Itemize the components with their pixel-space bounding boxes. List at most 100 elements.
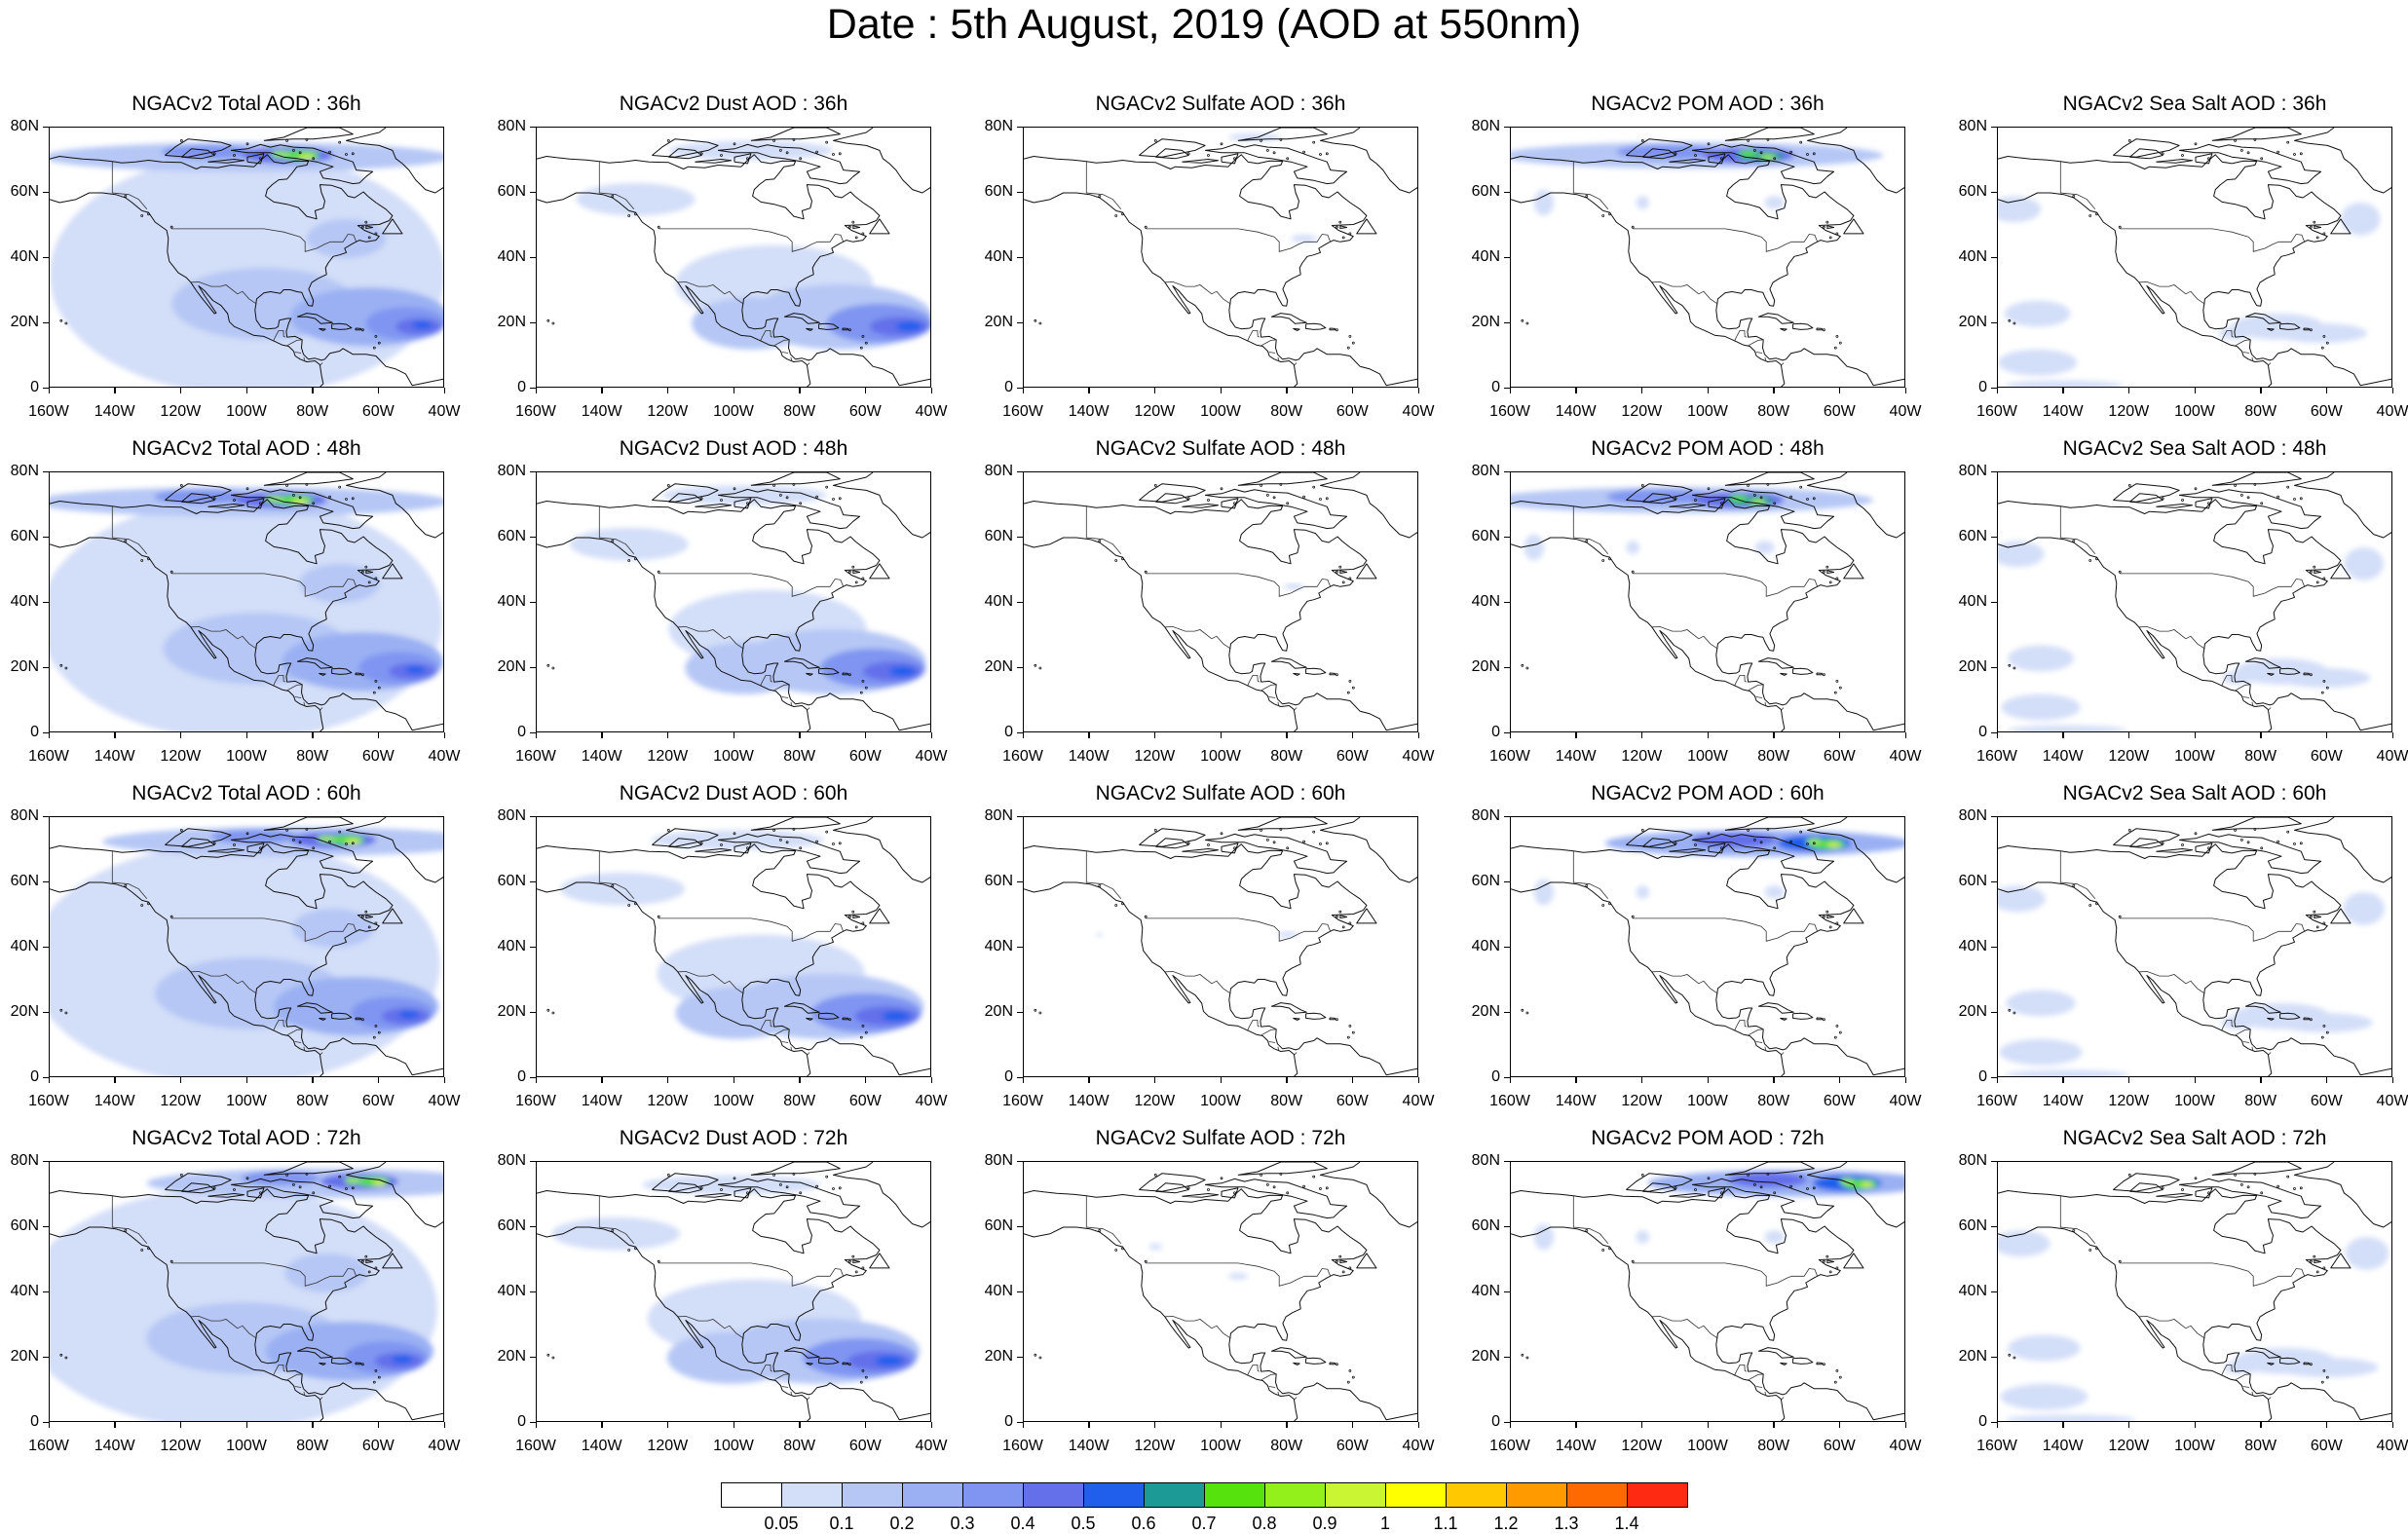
island-speck: [1325, 497, 1329, 501]
lon-label: 80W: [783, 1093, 816, 1109]
coastline: [2294, 817, 2391, 883]
island-speck: [1351, 686, 1355, 690]
country-border: [2221, 1019, 2235, 1031]
coastline: [2294, 1162, 2391, 1228]
lat-label: 0: [1004, 379, 1013, 395]
lat-tick: [1504, 321, 1510, 323]
lon-tick: [1088, 1422, 1090, 1428]
island-speck: [815, 150, 819, 154]
coastline: [1998, 843, 2391, 1076]
colorbar-swatch: [1506, 1482, 1567, 1508]
lat-tick: [1504, 1076, 1510, 1078]
lat-label: 20N: [984, 1003, 1013, 1020]
lon-label: 160W: [1489, 1438, 1530, 1454]
island-speck: [1207, 154, 1210, 157]
lon-tick: [1417, 732, 1419, 738]
lat-tick: [43, 256, 49, 258]
island-speck: [746, 502, 749, 505]
island-speck: [1319, 498, 1322, 501]
coastline: [1221, 842, 1239, 854]
country-border: [1294, 1052, 1298, 1056]
aerosol-region: [668, 140, 834, 161]
country-border: [1633, 1262, 1819, 1287]
aod-map: [1024, 472, 1417, 731]
island-speck: [1812, 497, 1816, 501]
lat-label: 80N: [1471, 1152, 1500, 1169]
coastline: [1154, 838, 1189, 849]
lat-tick: [1504, 1011, 1510, 1013]
coastline: [842, 672, 848, 676]
lon-label: 140W: [94, 1438, 135, 1454]
aerosol-region: [291, 908, 375, 948]
island-speck: [2286, 830, 2290, 834]
island-speck: [1220, 142, 1223, 146]
aerosol-region: [642, 1175, 820, 1195]
lat-label: 20N: [10, 1003, 39, 1020]
island-speck: [1265, 493, 1269, 497]
lon-tick: [48, 1077, 50, 1083]
coastline: [1641, 148, 1676, 160]
lon-label: 120W: [647, 403, 689, 420]
aerosol-region: [1524, 534, 1544, 561]
aerosol-region: [2275, 323, 2367, 343]
island-speck: [2095, 1247, 2098, 1251]
lon-tick: [1351, 388, 1354, 393]
island-speck: [1272, 841, 1276, 844]
island-speck: [1325, 842, 1329, 845]
coastline: [331, 1012, 353, 1020]
coastline: [1998, 154, 2391, 387]
country-border: [1764, 701, 1767, 707]
lon-label: 60W: [1823, 748, 1856, 765]
coastline: [718, 1178, 861, 1219]
lon-tick: [535, 1077, 537, 1083]
island-speck: [1835, 1266, 1839, 1270]
island-speck: [627, 214, 631, 217]
country-border: [1781, 362, 1785, 366]
island-speck: [720, 154, 723, 157]
island-speck: [1319, 153, 1322, 156]
lon-tick: [1575, 1422, 1577, 1428]
country-border: [658, 228, 845, 252]
lon-label: 120W: [2108, 748, 2150, 765]
coastline: [2179, 833, 2322, 875]
island-speck: [851, 1254, 855, 1258]
island-speck: [1720, 1191, 1723, 1195]
panel-title: NGACv2 POM AOD : 60h: [1591, 782, 1825, 804]
island-speck: [1674, 842, 1677, 845]
lon-label: 80W: [1757, 748, 1790, 765]
coastline: [2267, 1017, 2275, 1021]
map-area: [536, 127, 931, 388]
lat-label: 80N: [1958, 118, 1987, 134]
island-speck: [298, 496, 302, 500]
aerosol-region: [1764, 1230, 1785, 1244]
coastline: [2179, 488, 2322, 530]
island-speck: [2161, 152, 2164, 156]
coastline: [1356, 908, 1377, 924]
coastline: [869, 1253, 890, 1269]
island-speck: [1038, 321, 1042, 325]
island-speck: [1585, 195, 1589, 198]
coastline: [1024, 881, 1298, 1076]
island-speck: [2260, 157, 2264, 161]
country-border: [1755, 1386, 1763, 1388]
island-speck: [1585, 540, 1589, 543]
lon-tick: [312, 732, 314, 738]
island-speck: [546, 318, 550, 322]
island-speck: [854, 580, 858, 584]
lon-label: 40W: [1402, 1438, 1435, 1454]
lat-tick: [1504, 880, 1510, 882]
coastline: [2303, 327, 2310, 331]
aerosol-region: [2004, 300, 2071, 327]
lon-label: 40W: [915, 748, 948, 765]
lon-tick: [1088, 732, 1090, 738]
lon-label: 100W: [1687, 403, 1728, 420]
lat-tick: [530, 191, 536, 193]
country-border: [1652, 281, 1718, 305]
lon-label: 160W: [1002, 1093, 1043, 1109]
lon-tick: [1838, 732, 1841, 738]
coastline: [537, 537, 811, 731]
lon-label: 40W: [2376, 403, 2408, 420]
island-speck: [2072, 540, 2076, 543]
coastline: [1139, 1173, 1206, 1192]
island-speck: [1773, 846, 1777, 850]
